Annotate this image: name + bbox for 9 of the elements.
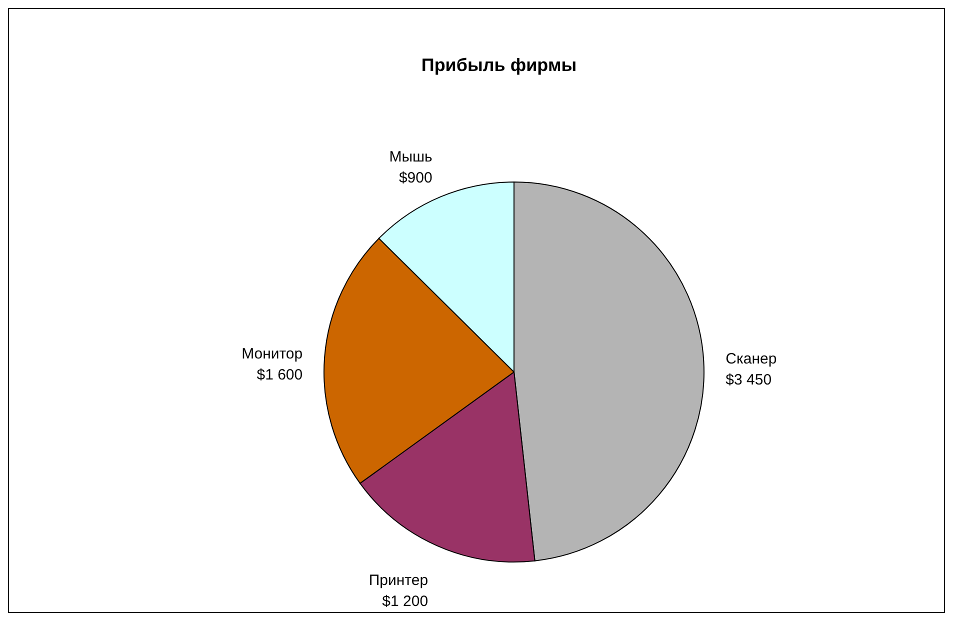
slice-label: Сканер (726, 350, 777, 368)
slice-label: Монитор (242, 346, 303, 363)
data-label: $1 200 (382, 592, 428, 610)
data-label: $1 600 (256, 366, 303, 384)
data-label: $900 (398, 169, 432, 186)
data-label: $3 450 (726, 371, 772, 388)
slice-label: Принтер (368, 572, 428, 589)
chart-title: Прибыль фирмы (421, 55, 577, 75)
slice-label: Мышь (389, 148, 433, 166)
